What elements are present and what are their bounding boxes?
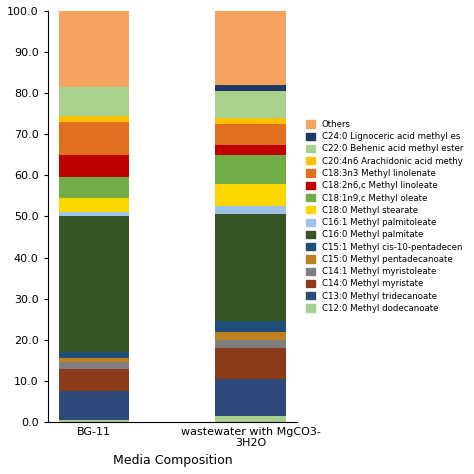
Bar (215, 214, 286, 321)
Bar (59, 87, 129, 116)
Bar (59, 11, 129, 87)
Bar (59, 177, 129, 198)
Bar (215, 91, 286, 118)
Bar (59, 217, 129, 352)
Bar (59, 352, 129, 358)
Bar (215, 379, 286, 416)
Bar (215, 85, 286, 91)
Bar (59, 122, 129, 155)
Bar (59, 212, 129, 217)
Bar (215, 124, 286, 145)
Bar (59, 358, 129, 363)
Bar (215, 332, 286, 340)
Bar (215, 340, 286, 348)
Bar (59, 155, 129, 177)
Legend: Others, C24:0 Lignoceric acid methyl es, C22:0 Behenic acid methyl ester, C20:4n: Others, C24:0 Lignoceric acid methyl es,… (304, 118, 466, 316)
Bar (215, 11, 286, 85)
Bar (59, 420, 129, 422)
Bar (215, 206, 286, 214)
Bar (215, 155, 286, 183)
Bar (215, 183, 286, 206)
Bar (59, 198, 129, 212)
Bar (215, 321, 286, 332)
Bar (59, 116, 129, 122)
Bar (59, 363, 129, 369)
Bar (215, 416, 286, 422)
Bar (215, 145, 286, 155)
Bar (215, 348, 286, 379)
Bar (59, 391, 129, 420)
X-axis label: Media Composition: Media Composition (112, 454, 232, 467)
Bar (215, 118, 286, 124)
Bar (59, 369, 129, 391)
